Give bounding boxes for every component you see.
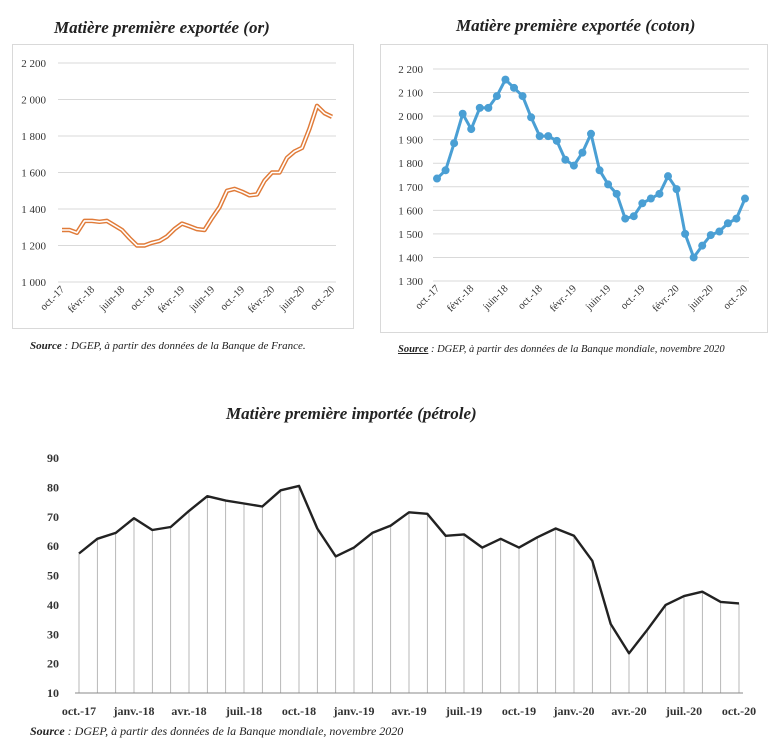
y-tick-label: 1 600 [398,205,423,217]
x-tick-label: janv.-20 [552,704,594,718]
y-tick-label: 1 700 [398,182,423,194]
y-tick-label: 80 [47,480,59,494]
source-label: Source [30,724,65,738]
y-tick-label: 2 200 [398,64,423,76]
series-line-inner [62,105,333,247]
data-point [689,253,698,262]
data-point [484,103,493,112]
data-point [569,161,578,170]
y-tick-label: 1 900 [398,135,423,147]
data-point [475,103,484,112]
x-tick-label: oct.-17 [62,704,96,718]
source-text: : DGEP, à partir des données de la Banqu… [428,344,725,355]
x-tick-label: juil.-20 [665,704,702,718]
data-point [561,155,570,164]
data-point [741,194,749,203]
y-tick-label: 40 [47,598,59,612]
series-line [78,484,740,655]
data-point [578,148,587,157]
y-tick-label: 1 000 [21,277,46,289]
data-point [510,83,518,92]
data-point [441,166,450,175]
data-point [492,92,501,101]
y-tick-label: 1 600 [21,168,46,180]
data-point [655,189,664,198]
data-point [664,172,672,181]
data-point [595,166,604,175]
y-tick-label: 20 [47,657,59,671]
data-point [433,174,441,183]
data-point [706,231,715,240]
data-point [518,92,527,101]
data-point [527,113,536,122]
data-point [612,189,621,198]
y-tick-label: 1 300 [398,276,423,288]
chart-title-gold: Matière première exportée (or) [54,18,270,37]
y-tick-label: 1 800 [21,131,46,143]
source-note-cotton: Source : DGEP, à partir des données de l… [398,344,725,355]
data-point [621,214,630,223]
y-tick-label: 50 [47,569,59,583]
x-tick-label: janv.-19 [332,704,374,718]
data-point [672,185,681,194]
x-tick-label: avr.-20 [611,704,646,718]
data-point [450,139,459,148]
source-text: : DGEP, à partir des données de la Banqu… [64,724,404,738]
x-tick-label: oct.-19 [502,704,536,718]
data-point [587,129,595,138]
y-tick-label: 1 400 [398,252,423,264]
data-point [467,125,476,134]
data-point [638,199,647,208]
y-tick-label: 1 200 [21,241,46,253]
x-tick-label: janv.-18 [112,704,154,718]
y-tick-label: 2 000 [21,95,46,107]
source-note-gold: Source : DGEP, à partir des données de l… [30,340,306,352]
y-tick-label: 60 [47,539,59,553]
data-point [501,75,510,84]
data-point [698,241,707,250]
chart-title-oil: Matière première importée (pétrole) [226,404,477,423]
y-tick-label: 2 000 [398,111,423,123]
data-point [552,136,561,145]
y-tick-label: 1 800 [398,158,423,170]
data-point [458,109,467,118]
x-tick-label: avr.-18 [171,704,206,718]
source-note-oil: Source : DGEP, à partir des données de l… [30,724,403,739]
y-tick-label: 1 500 [398,229,423,241]
y-tick-label: 30 [47,627,59,641]
x-tick-label: juil.-18 [225,704,262,718]
data-point [646,194,655,203]
source-text: : DGEP, à partir des données de la Banqu… [61,340,306,352]
data-point [544,132,553,141]
data-point [732,214,741,223]
y-tick-label: 1 400 [21,204,46,216]
y-tick-label: 90 [47,451,59,465]
x-tick-label: oct.-18 [282,704,316,718]
y-tick-label: 10 [47,686,59,700]
y-tick-label: 2 200 [21,58,46,70]
data-point [723,219,732,228]
chart-title-cotton: Matière première exportée (coton) [456,16,696,35]
source-label: Source [398,344,429,355]
data-point [535,132,544,141]
y-tick-label: 70 [47,510,59,524]
x-tick-label: oct.-20 [722,704,756,718]
y-tick-label: 2 100 [398,88,423,100]
x-tick-label: avr.-19 [391,704,426,718]
data-point [715,227,724,236]
data-point [604,180,613,189]
data-point [681,229,690,238]
x-tick-label: juil.-19 [445,704,482,718]
source-label: Source [30,340,62,352]
data-point [629,212,638,221]
